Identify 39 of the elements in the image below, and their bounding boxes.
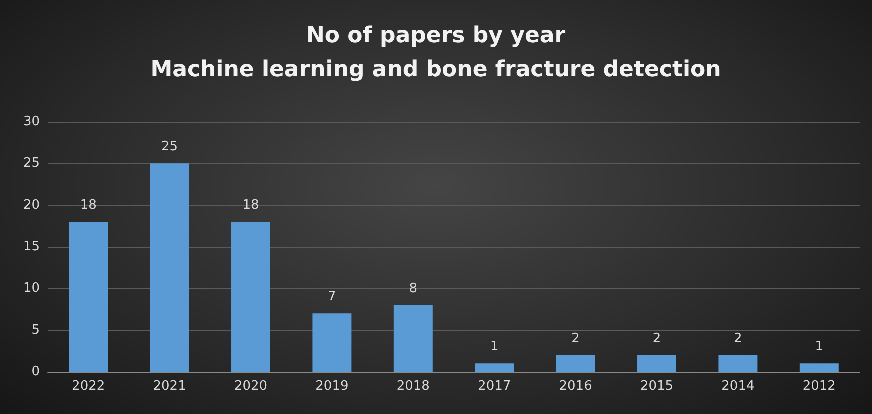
bar (718, 355, 758, 372)
data-label: 2 (734, 331, 742, 346)
chart-subtitle: Machine learning and bone fracture detection (150, 58, 722, 82)
bar (556, 355, 596, 372)
bar (800, 364, 839, 372)
y-tick-label: 20 (23, 198, 40, 213)
data-label: 25 (162, 140, 178, 155)
data-label: 18 (80, 198, 97, 213)
y-tick-label: 25 (23, 156, 40, 172)
y-tick-label: 5 (32, 322, 40, 338)
x-tick-label: 2015 (640, 379, 674, 394)
data-label: 2 (572, 331, 580, 346)
x-tick-label: 2019 (316, 379, 349, 394)
x-tick-label: 2018 (396, 379, 430, 394)
bar (69, 222, 108, 372)
data-label: 7 (328, 290, 336, 305)
x-tick-label: 2012 (802, 379, 836, 394)
bar (394, 305, 433, 372)
x-tick-label: 2020 (234, 379, 268, 394)
chart-title: No of papers by year (306, 24, 566, 48)
y-tick-label: 10 (23, 281, 40, 296)
bar (312, 314, 352, 372)
x-tick-label: 2021 (153, 379, 186, 394)
data-label: 1 (490, 340, 499, 355)
x-tick-label: 2022 (72, 379, 106, 394)
data-label: 1 (815, 340, 824, 355)
bar (475, 364, 514, 372)
bar (232, 222, 270, 372)
y-tick-label: 30 (23, 114, 40, 130)
y-tick-label: 15 (23, 240, 40, 254)
x-tick-label: 2014 (722, 379, 755, 394)
bar (150, 164, 190, 372)
y-tick-label: 0 (32, 364, 40, 380)
data-label: 18 (242, 198, 260, 213)
data-label: 2 (652, 331, 662, 346)
x-tick-label: 2016 (559, 379, 592, 394)
bar (638, 355, 676, 372)
x-tick-label: 2017 (478, 379, 512, 394)
data-label: 8 (409, 281, 418, 296)
